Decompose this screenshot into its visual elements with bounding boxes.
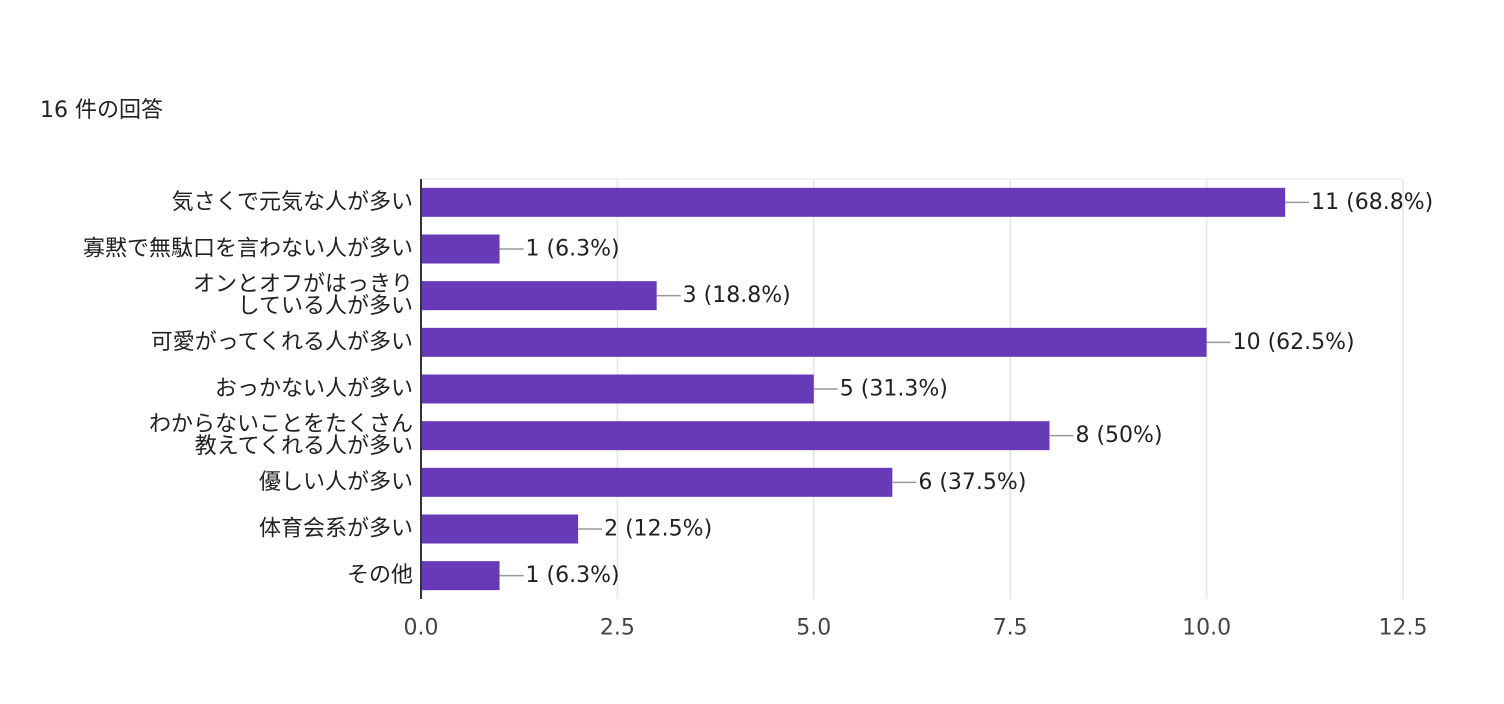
category-label-4: おっかない人が多い — [215, 377, 413, 402]
category-label-2-line-0: オンとオフがはっきり — [193, 272, 413, 297]
x-tick-label-1: 2.5 — [600, 616, 635, 641]
bar-6[interactable] — [421, 467, 893, 497]
category-label-0: 気さくで元気な人が多い — [172, 190, 413, 215]
category-label-5-line-1: 教えてくれる人が多い — [195, 434, 413, 459]
data-label-2: 3 (18.8%) — [683, 283, 791, 308]
bar-1[interactable] — [421, 234, 500, 264]
data-label-4: 5 (31.3%) — [840, 377, 948, 402]
data-label-7: 2 (12.5%) — [604, 517, 712, 542]
bar-8[interactable] — [421, 561, 500, 591]
x-tick-label-3: 7.5 — [993, 616, 1028, 641]
response-count: 16 件の回答 — [40, 98, 163, 123]
category-label-1: 寡黙で無駄口を言わない人が多い — [83, 237, 413, 262]
category-label-7: 体育会系が多い — [259, 517, 413, 542]
bar-2[interactable] — [421, 281, 657, 311]
category-label-8: その他 — [347, 563, 413, 588]
data-label-8: 1 (6.3%) — [526, 563, 620, 588]
bar-4[interactable] — [421, 374, 814, 404]
x-tick-label-0: 0.0 — [404, 616, 439, 641]
data-label-3: 10 (62.5%) — [1233, 330, 1355, 355]
category-label-6: 優しい人が多い — [259, 470, 413, 495]
category-label-2-line-1: している人が多い — [238, 294, 413, 319]
bar-7[interactable] — [421, 514, 579, 544]
data-label-6: 6 (37.5%) — [918, 470, 1026, 495]
bar-5[interactable] — [421, 421, 1050, 451]
category-label-5-line-0: わからないことをたくさん — [149, 412, 413, 437]
bar-3[interactable] — [421, 327, 1207, 357]
data-label-5: 8 (50%) — [1075, 423, 1162, 448]
x-tick-label-4: 10.0 — [1182, 616, 1231, 641]
x-tick-label-2: 5.0 — [796, 616, 831, 641]
x-tick-label-5: 12.5 — [1379, 616, 1428, 641]
data-label-0: 11 (68.8%) — [1311, 190, 1433, 215]
bar-0[interactable] — [421, 187, 1286, 217]
category-label-3: 可愛がってくれる人が多い — [151, 330, 413, 355]
data-label-1: 1 (6.3%) — [526, 237, 620, 262]
